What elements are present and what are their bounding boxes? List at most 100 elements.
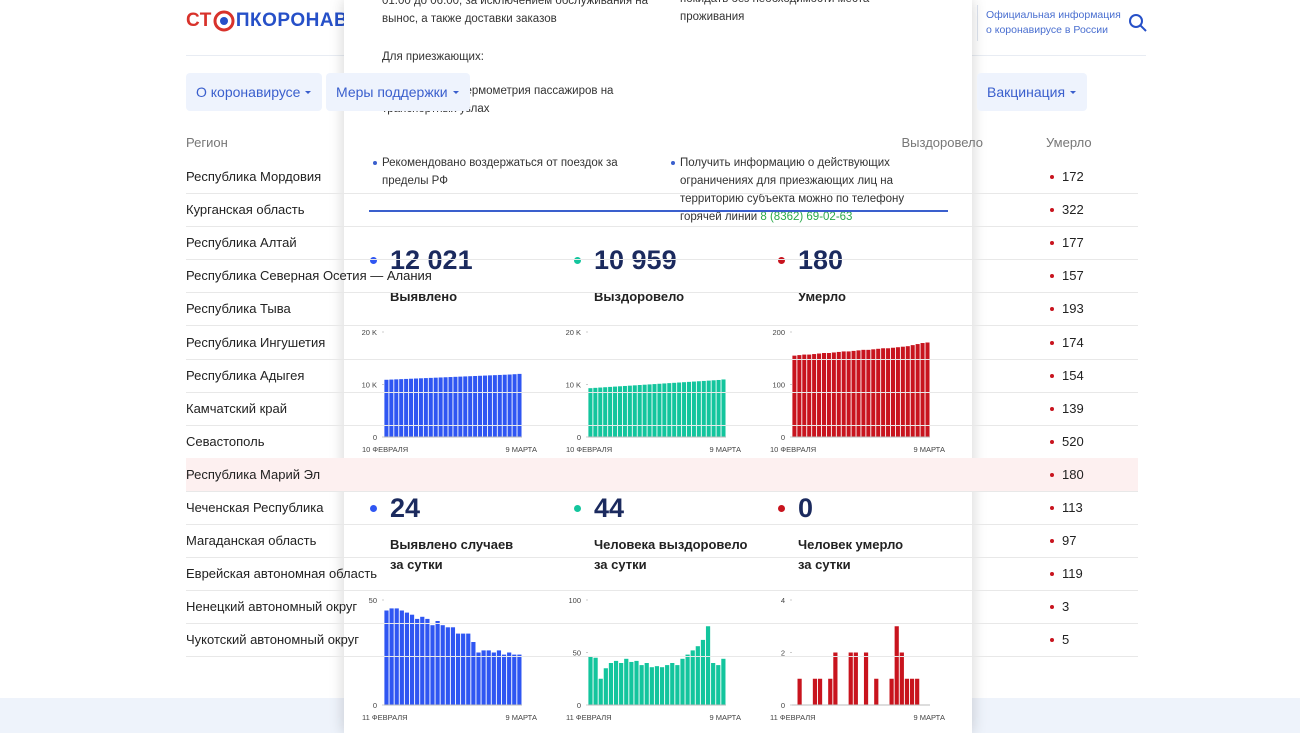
- logo-text: СТ: [186, 10, 212, 31]
- deaths: 322: [1062, 202, 1084, 218]
- bar: [384, 379, 389, 437]
- bar: [497, 374, 502, 437]
- bar: [876, 348, 881, 437]
- table-row[interactable]: Чукотский автономный округ 5: [186, 623, 1138, 658]
- table-row[interactable]: Магаданская область 97: [186, 524, 1138, 559]
- bar: [453, 376, 458, 437]
- table-row[interactable]: Республика Северная Осетия — Алания 157: [186, 259, 1138, 294]
- y-tick-label: 50: [573, 649, 581, 658]
- table-row[interactable]: Республика Адыгея 154: [186, 359, 1138, 393]
- bar: [593, 657, 598, 705]
- table-row[interactable]: Еврейская автономная область 119: [186, 557, 1138, 592]
- bar: [659, 667, 665, 705]
- bar: [886, 348, 891, 437]
- rules-text: 01:00 до 06:00, за исключением обслужива…: [382, 0, 649, 25]
- dot: [1050, 406, 1054, 411]
- table-row[interactable]: Камчатский край 139: [186, 392, 1138, 426]
- arrivals-heading: Для приезжающих:: [382, 51, 484, 63]
- nav-label: Меры поддержки: [336, 84, 448, 100]
- bar: [433, 377, 438, 437]
- dot: [1050, 274, 1054, 279]
- bar: [428, 377, 433, 437]
- nav-button[interactable]: Вакцинация: [977, 73, 1088, 111]
- bar: [619, 663, 624, 705]
- header-info[interactable]: Официальная информация о коронавирусе в …: [986, 9, 1121, 36]
- bar: [598, 678, 603, 705]
- table-row[interactable]: Республика Марий Эл 180: [186, 457, 1138, 492]
- bar: [627, 385, 632, 437]
- region: Республика Адыгея: [186, 367, 305, 383]
- table-row[interactable]: Республика Алтай 177: [186, 226, 1138, 261]
- nav-button[interactable]: О коронавирусе: [186, 73, 323, 111]
- bar: [458, 376, 463, 437]
- deaths: 520: [1062, 433, 1084, 449]
- y-tick-label: 0: [373, 701, 377, 710]
- table-row[interactable]: Республика Ингушетия 174: [186, 326, 1138, 360]
- bar: [394, 379, 399, 437]
- separator: [977, 5, 978, 41]
- bar: [706, 380, 711, 437]
- dot: [370, 505, 377, 512]
- bar: [443, 377, 448, 437]
- bullet: Получить информацию о действующих ограни…: [671, 154, 915, 226]
- nav-label: Вакцинация: [987, 84, 1066, 100]
- bar: [461, 633, 466, 705]
- bar: [826, 353, 831, 437]
- region: Республика Марий Эл: [186, 466, 321, 482]
- bar: [686, 381, 692, 437]
- table-row[interactable]: Севастополь 520: [186, 425, 1138, 459]
- bar: [812, 678, 818, 705]
- bar: [448, 377, 453, 437]
- y-tick-label: 50: [369, 596, 377, 605]
- bar: [512, 654, 517, 705]
- deaths: 5: [1062, 632, 1070, 648]
- chart-title: за сутки: [594, 557, 647, 572]
- bar: [420, 616, 425, 705]
- dot: [1050, 307, 1054, 312]
- column-header: Регион: [186, 135, 228, 150]
- x-tick-label: 10 ФЕВРАЛЯ: [362, 445, 408, 454]
- table-row[interactable]: Чеченская Республика 113: [186, 491, 1138, 525]
- table-row[interactable]: Республика Тыва 193: [186, 292, 1138, 327]
- bar: [831, 352, 836, 437]
- phone[interactable]: 8 (8362) 69-02-63: [760, 211, 853, 223]
- dot: [1050, 439, 1054, 444]
- bar: [440, 625, 445, 705]
- bar: [409, 614, 415, 705]
- nav-button[interactable]: Меры поддержки: [326, 73, 470, 111]
- bullet-text: Получить информацию о действующих ограни…: [680, 157, 905, 223]
- bar: [463, 376, 468, 437]
- bar: [871, 349, 876, 437]
- y-tick-label: 20 K: [362, 328, 377, 337]
- region: Республика Тыва: [186, 301, 291, 317]
- x-tick-label: 10 ФЕВРАЛЯ: [770, 445, 816, 454]
- dot: [1050, 472, 1054, 477]
- search-icon[interactable]: [1128, 13, 1148, 33]
- bar: [629, 661, 634, 705]
- bar: [654, 666, 660, 705]
- bar: [608, 663, 614, 705]
- bar: [487, 375, 492, 437]
- table-row[interactable]: Республика Мордовия 172: [186, 160, 1138, 194]
- bar: [624, 658, 629, 705]
- dot: [1050, 572, 1054, 577]
- bar: [644, 663, 649, 705]
- dot: [778, 257, 785, 264]
- bar: [851, 350, 856, 437]
- bar: [517, 373, 522, 437]
- region: Курганская область: [186, 202, 305, 218]
- bar: [915, 344, 920, 437]
- deaths: 180: [1062, 466, 1084, 482]
- table-row[interactable]: Ненецкий автономный округ 3: [186, 590, 1138, 625]
- dropdown-arrow: [1070, 91, 1077, 94]
- region: Севастополь: [186, 433, 265, 449]
- column-header: Умерло: [1046, 135, 1092, 150]
- bar: [662, 383, 667, 437]
- table-row[interactable]: Курганская область 322: [186, 193, 1138, 228]
- chart: 0 10 K 20 K 10 ФЕВРАЛЯ 9 МАРТА: [362, 328, 537, 454]
- bar: [874, 678, 879, 705]
- bar: [404, 612, 410, 705]
- bar: [701, 380, 706, 437]
- bar: [904, 678, 910, 705]
